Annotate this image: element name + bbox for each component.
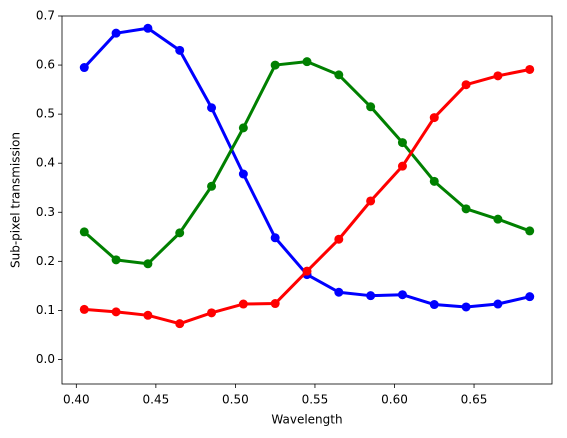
- series-marker: [238, 123, 248, 133]
- plot-frame: [61, 15, 553, 385]
- series-marker: [111, 255, 121, 265]
- series-marker: [270, 60, 280, 70]
- series-marker: [302, 266, 312, 276]
- series-marker: [79, 304, 89, 314]
- series-marker: [366, 102, 376, 112]
- y-tick-label: 0.1: [36, 303, 55, 317]
- series-marker: [334, 70, 344, 80]
- series-marker: [143, 23, 153, 33]
- series-marker: [397, 161, 407, 171]
- series-marker: [111, 28, 121, 38]
- series-marker: [461, 302, 471, 312]
- series-marker: [79, 227, 89, 237]
- x-tick-label: 0.65: [461, 393, 488, 407]
- series-marker: [207, 181, 217, 191]
- series-marker: [397, 290, 407, 300]
- series-marker: [334, 234, 344, 244]
- series-marker: [111, 307, 121, 317]
- series-marker: [175, 45, 185, 55]
- series-marker: [429, 300, 439, 310]
- y-tick-label: 0.6: [36, 58, 55, 72]
- series-marker: [270, 299, 280, 309]
- series-marker: [79, 63, 89, 73]
- x-axis-label: Wavelength: [271, 413, 342, 427]
- y-tick-label: 0.3: [36, 205, 55, 219]
- series-marker: [525, 292, 535, 302]
- series-marker: [334, 287, 344, 297]
- series-line: [83, 60, 531, 266]
- x-tick-label: 0.60: [381, 393, 408, 407]
- series-marker: [366, 196, 376, 206]
- y-tick-label: 0.0: [36, 352, 55, 366]
- y-tick-label: 0.7: [36, 9, 55, 23]
- series-marker: [493, 299, 503, 309]
- series-marker: [493, 214, 503, 224]
- series-marker: [397, 138, 407, 148]
- series-marker: [429, 113, 439, 123]
- x-tick-label: 0.50: [222, 393, 249, 407]
- series-marker: [207, 103, 217, 113]
- x-tick-label: 0.45: [143, 393, 170, 407]
- series-marker: [461, 80, 471, 90]
- series-marker: [238, 169, 248, 179]
- series-marker: [143, 310, 153, 320]
- x-tick-label: 0.55: [302, 393, 329, 407]
- series-marker: [366, 291, 376, 301]
- series-marker: [175, 319, 185, 329]
- series-marker: [461, 204, 471, 214]
- series-marker: [525, 226, 535, 236]
- y-tick-label: 0.5: [36, 107, 55, 121]
- series-marker: [270, 233, 280, 243]
- series-marker: [493, 71, 503, 81]
- y-tick-label: 0.2: [36, 254, 55, 268]
- series-marker: [429, 176, 439, 186]
- y-axis-label: Sub-pixel transmission: [9, 132, 23, 268]
- y-tick-label: 0.4: [36, 156, 55, 170]
- series-line: [84, 68, 531, 326]
- series-marker: [175, 228, 185, 238]
- x-tick-label: 0.40: [63, 393, 90, 407]
- series-marker: [207, 308, 217, 318]
- series-marker: [143, 259, 153, 269]
- series-marker: [238, 299, 248, 309]
- series-marker: [525, 64, 535, 74]
- series-marker: [302, 57, 312, 67]
